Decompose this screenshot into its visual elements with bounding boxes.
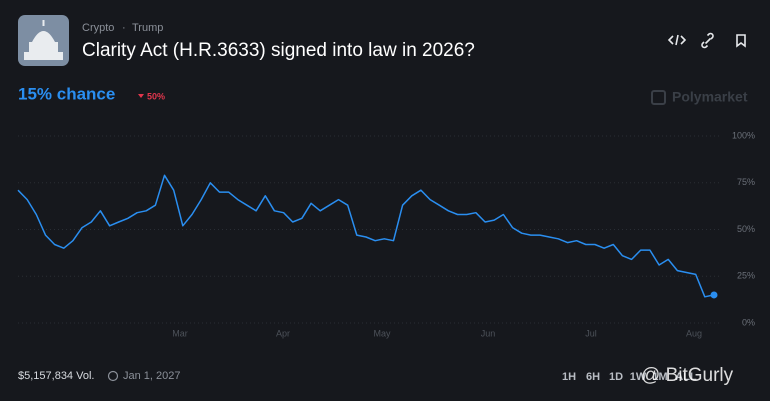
change: 50% xyxy=(147,91,165,101)
action-icons xyxy=(667,32,746,49)
range-button[interactable]: 6H xyxy=(586,371,600,383)
y-tick-label: 100% xyxy=(732,130,755,140)
category[interactable]: Crypto xyxy=(82,22,114,34)
range-button[interactable]: ALL xyxy=(675,371,697,383)
x-tick-label: Apr xyxy=(276,328,290,338)
x-tick-label: May xyxy=(373,328,391,338)
range-button[interactable]: 1H xyxy=(562,371,576,383)
x-tick-label: Aug xyxy=(686,328,702,338)
price-line xyxy=(17,174,715,298)
brand: Polymarket xyxy=(672,89,748,105)
chance: 15% chance xyxy=(18,84,115,103)
clock-icon xyxy=(107,370,119,382)
capitol-icon xyxy=(24,20,63,60)
x-tick-label: Jul xyxy=(585,328,597,338)
market-title: Clarity Act (H.R.3633) signed into law i… xyxy=(82,40,475,61)
brand-logo xyxy=(651,90,666,105)
embed-button[interactable] xyxy=(667,34,687,46)
y-tick-label: 75% xyxy=(737,177,755,187)
x-tick-label: Jun xyxy=(481,328,496,338)
y-tick-label: 0% xyxy=(742,317,755,327)
current-point xyxy=(710,291,718,299)
down-arrow xyxy=(138,94,144,98)
range-button[interactable]: 1W xyxy=(630,371,647,383)
end-date: Jan 1, 2027 xyxy=(123,370,181,382)
link-button[interactable] xyxy=(701,32,714,49)
category[interactable]: Trump xyxy=(132,22,163,34)
watermark: @ BitGurly xyxy=(641,365,734,386)
y-tick-label: 25% xyxy=(737,271,755,281)
separator: · xyxy=(122,22,126,34)
range-button[interactable]: 1D xyxy=(609,371,623,383)
volume: $5,157,834 Vol. xyxy=(18,370,94,382)
x-tick-label: Mar xyxy=(172,328,188,338)
bookmark-button[interactable] xyxy=(736,34,746,48)
y-tick-label: 50% xyxy=(737,224,755,234)
range-button[interactable]: 1M xyxy=(652,371,667,383)
